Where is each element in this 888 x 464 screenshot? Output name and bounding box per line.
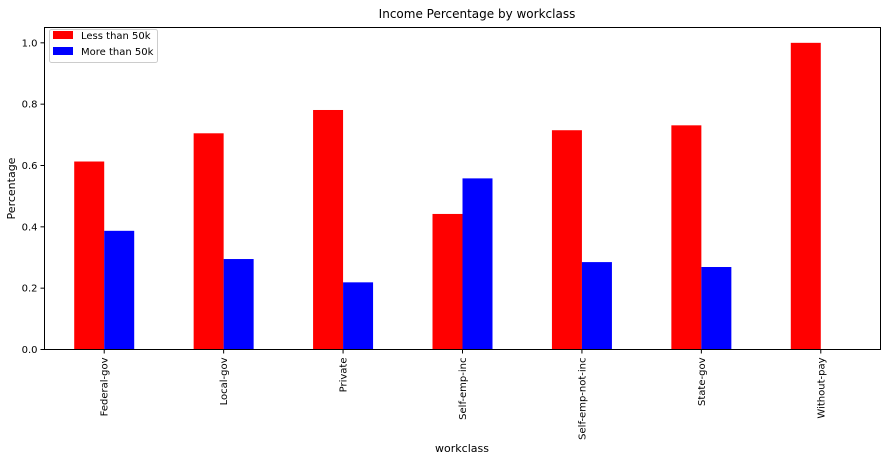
y-tick-label: 0.6 — [22, 161, 38, 172]
x-axis-label: workclass — [435, 442, 489, 455]
legend: Less than 50k More than 50k — [49, 29, 158, 63]
x-axis: Federal-gov Local-gov Private Self-emp-inc S… — [100, 349, 827, 440]
x-tick-label-without-pay: Without-pay — [816, 357, 827, 418]
x-tick-label-local-gov: Local-gov — [219, 357, 230, 405]
x-tick-label-private: Private — [339, 358, 350, 393]
bar-federal-gov-more-than-50k — [104, 230, 135, 350]
x-tick-label-federal-gov: Federal-gov — [100, 357, 111, 416]
bar-state-gov-more-than-50k — [701, 267, 732, 350]
bar-without-pay-less-than-50k — [790, 42, 821, 350]
bar-local-gov-less-than-50k — [193, 133, 224, 350]
y-tick-label: 0.0 — [22, 345, 38, 356]
legend-label-less-than-50k: Less than 50k — [81, 31, 151, 42]
bar-private-less-than-50k — [313, 109, 344, 350]
chart-title: Income Percentage by workclass — [379, 7, 576, 21]
legend-swatch-less-than-50k — [53, 31, 73, 39]
y-tick-label: 1.0 — [22, 38, 38, 49]
legend-box — [49, 29, 158, 63]
x-tick-label-self-emp-not-inc: Self-emp-not-inc — [577, 358, 588, 440]
x-tick-label-self-emp-inc: Self-emp-inc — [458, 358, 469, 420]
legend-label-more-than-50k: More than 50k — [81, 47, 154, 58]
bar-state-gov-less-than-50k — [671, 125, 702, 350]
y-tick-label: 0.4 — [22, 222, 38, 233]
bar-federal-gov-less-than-50k — [74, 161, 105, 350]
x-tick-label-state-gov: State-gov — [697, 357, 708, 406]
plot-frame — [44, 27, 881, 350]
bar-self-emp-not-inc-more-than-50k — [581, 262, 612, 350]
y-axis-label: Percentage — [5, 157, 18, 219]
bar-private-more-than-50k — [343, 282, 374, 350]
bar-self-emp-inc-more-than-50k — [462, 178, 493, 350]
legend-swatch-more-than-50k — [53, 47, 73, 55]
bar-self-emp-inc-less-than-50k — [432, 213, 463, 350]
y-tick-label: 0.8 — [22, 100, 38, 111]
y-axis: 0.0 0.2 0.4 0.6 0.8 1.0 — [22, 38, 45, 356]
bar-local-gov-more-than-50k — [223, 259, 254, 350]
bars-layer — [74, 42, 821, 350]
bar-self-emp-not-inc-less-than-50k — [551, 130, 582, 350]
y-tick-label: 0.2 — [22, 284, 38, 295]
